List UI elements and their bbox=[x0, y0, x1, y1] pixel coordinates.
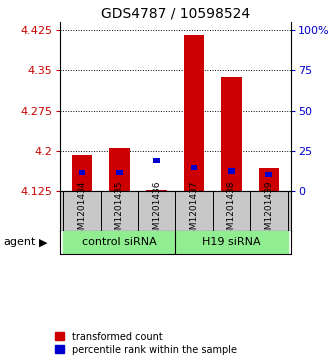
Bar bbox=[259, 168, 279, 191]
Bar bbox=[228, 168, 235, 174]
Bar bbox=[191, 165, 198, 170]
Text: GSM1201436: GSM1201436 bbox=[152, 180, 161, 241]
Bar bbox=[79, 170, 85, 175]
Text: GSM1201437: GSM1201437 bbox=[190, 180, 199, 241]
Bar bbox=[72, 155, 92, 191]
Bar bbox=[63, 231, 175, 254]
Text: GSM1201438: GSM1201438 bbox=[227, 180, 236, 241]
Text: GSM1201434: GSM1201434 bbox=[77, 180, 86, 241]
Bar bbox=[221, 77, 242, 191]
Text: control siRNA: control siRNA bbox=[82, 237, 157, 248]
Bar bbox=[153, 158, 160, 163]
Bar bbox=[175, 231, 288, 254]
Bar bbox=[116, 170, 123, 175]
Bar bbox=[146, 190, 167, 191]
Text: ▶: ▶ bbox=[39, 237, 47, 248]
Legend: transformed count, percentile rank within the sample: transformed count, percentile rank withi… bbox=[55, 331, 237, 355]
Text: GSM1201435: GSM1201435 bbox=[115, 180, 124, 241]
Text: agent: agent bbox=[3, 237, 36, 248]
Title: GDS4787 / 10598524: GDS4787 / 10598524 bbox=[101, 7, 250, 21]
Text: GSM1201439: GSM1201439 bbox=[264, 180, 273, 241]
Bar bbox=[184, 35, 205, 191]
Text: H19 siRNA: H19 siRNA bbox=[202, 237, 261, 248]
Bar bbox=[265, 172, 272, 177]
Bar bbox=[109, 148, 130, 191]
